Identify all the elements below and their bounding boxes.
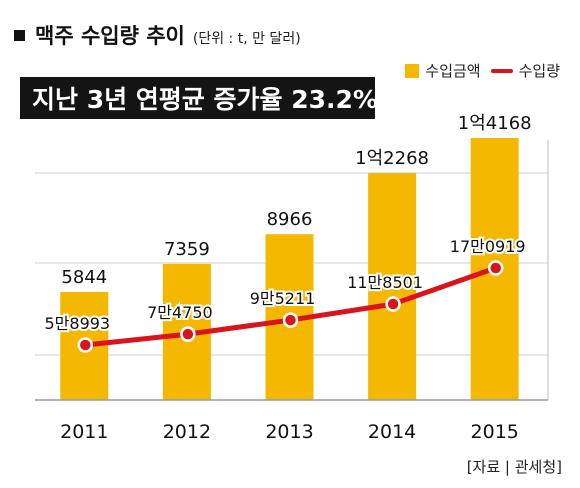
bar-value-label: 1억4168 [458,113,532,134]
title-bullet-icon [14,30,25,41]
unit-note: (단위 : t, 만 달러) [192,31,301,47]
bar-value-label: 1억2268 [355,148,429,169]
line-value-label: 9만5211 [250,289,316,308]
line-value-label: 11만8501 [347,273,423,292]
line-value-label: 7만4750 [147,303,213,322]
legend-item-bar: 수입금액 [405,60,481,81]
line-value-label: 5만8993 [44,314,110,333]
legend-label-line: 수입량 [518,62,560,80]
legend-item-line: 수입량 [490,60,560,81]
x-tick-label: 2015 [471,421,519,443]
bar-value-label: 8966 [267,209,313,230]
legend-label-bar: 수입금액 [425,62,481,80]
title-text: 맥주 수입량 추이 [35,24,185,48]
bar-2014 [368,173,417,400]
chart-title: 맥주 수입량 추이 (단위 : t, 만 달러) [14,20,301,54]
line-value-label: 17만0919 [450,237,526,256]
source-note: [자료 | 관세청] [466,458,562,476]
line-swatch-icon [490,68,513,73]
growth-banner: 지난 3년 연평균 증가율 23.2% [20,77,378,119]
line-point-2012 [180,326,196,342]
bar-value-label: 7359 [164,239,210,260]
bar-value-label: 5844 [61,267,107,288]
line-point-2013 [282,312,299,328]
x-tick-label: 2012 [163,421,211,443]
bar-swatch-icon [405,63,420,78]
legend: 수입금액 수입량 [405,60,560,81]
line-point-2011 [77,337,94,353]
line-point-2014 [385,296,401,312]
x-tick-label: 2011 [60,421,108,443]
line-point-2015 [487,260,504,276]
x-tick-label: 2014 [368,421,416,443]
x-tick-label: 2013 [265,421,313,443]
